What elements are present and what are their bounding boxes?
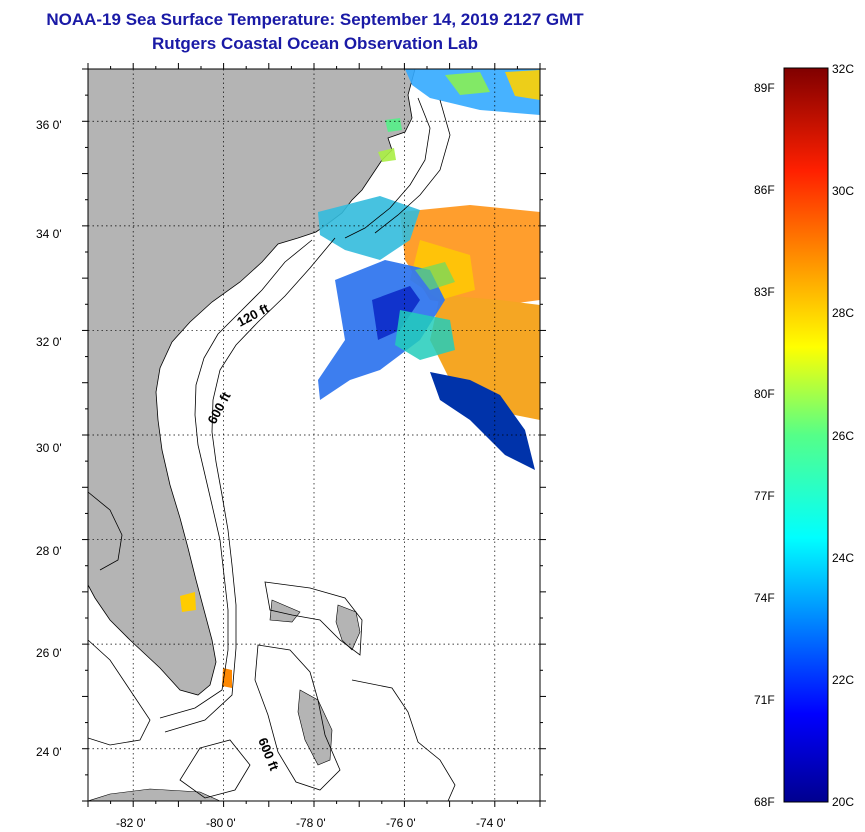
bahamas-island xyxy=(297,689,333,766)
sst-data-layer xyxy=(180,69,540,688)
lon-label: -76 0' xyxy=(386,816,416,830)
colorbar-c-label: 20C xyxy=(832,795,854,809)
colorbar-celsius-labels: 32C 30C 28C 26C 24C 22C 20C xyxy=(832,62,854,809)
lon-label: -74 0' xyxy=(476,816,506,830)
cuba-coast xyxy=(88,788,221,801)
lon-label: -82 0' xyxy=(116,816,146,830)
bathymetry-contours xyxy=(88,97,456,801)
colorbar-c-label: 26C xyxy=(832,429,854,443)
lon-label: -80 0' xyxy=(206,816,236,830)
colorbar-f-label: 89F xyxy=(754,81,775,95)
colorbar-f-label: 68F xyxy=(754,795,775,809)
lat-lon-grid xyxy=(88,69,540,801)
colorbar-f-label: 80F xyxy=(754,387,775,401)
lat-label: 30 0' xyxy=(36,441,62,455)
colorbar-f-label: 86F xyxy=(754,183,775,197)
colorbar-c-label: 22C xyxy=(832,673,854,687)
colorbar-c-label: 24C xyxy=(832,551,854,565)
colorbar-f-label: 74F xyxy=(754,591,775,605)
longitude-labels: -82 0' -80 0' -78 0' -76 0' -74 0' xyxy=(116,816,506,830)
lon-label: -78 0' xyxy=(296,816,326,830)
colorbar-fahrenheit-labels: 89F 86F 83F 80F 77F 74F 71F 68F xyxy=(754,81,775,809)
lat-label: 36 0' xyxy=(36,118,62,132)
map-title: NOAA-19 Sea Surface Temperature: Septemb… xyxy=(46,10,584,29)
colorbar-f-label: 77F xyxy=(754,489,775,503)
lat-label: 26 0' xyxy=(36,646,62,660)
colorbar-f-label: 71F xyxy=(754,693,775,707)
lat-label: 24 0' xyxy=(36,745,62,759)
axis-ticks xyxy=(82,63,546,807)
bahamas-island xyxy=(269,599,301,623)
latitude-labels: 36 0' 34 0' 32 0' 30 0' 28 0' 26 0' 24 0… xyxy=(36,118,62,759)
lat-label: 34 0' xyxy=(36,227,62,241)
colorbar-c-label: 28C xyxy=(832,306,854,320)
lat-label: 28 0' xyxy=(36,544,62,558)
lat-label: 32 0' xyxy=(36,335,62,349)
colorbar xyxy=(783,67,829,803)
map-subtitle: Rutgers Coastal Ocean Observation Lab xyxy=(152,34,478,53)
colorbar-c-label: 30C xyxy=(832,184,854,198)
colorbar-c-label: 32C xyxy=(832,62,854,76)
colorbar-f-label: 83F xyxy=(754,285,775,299)
